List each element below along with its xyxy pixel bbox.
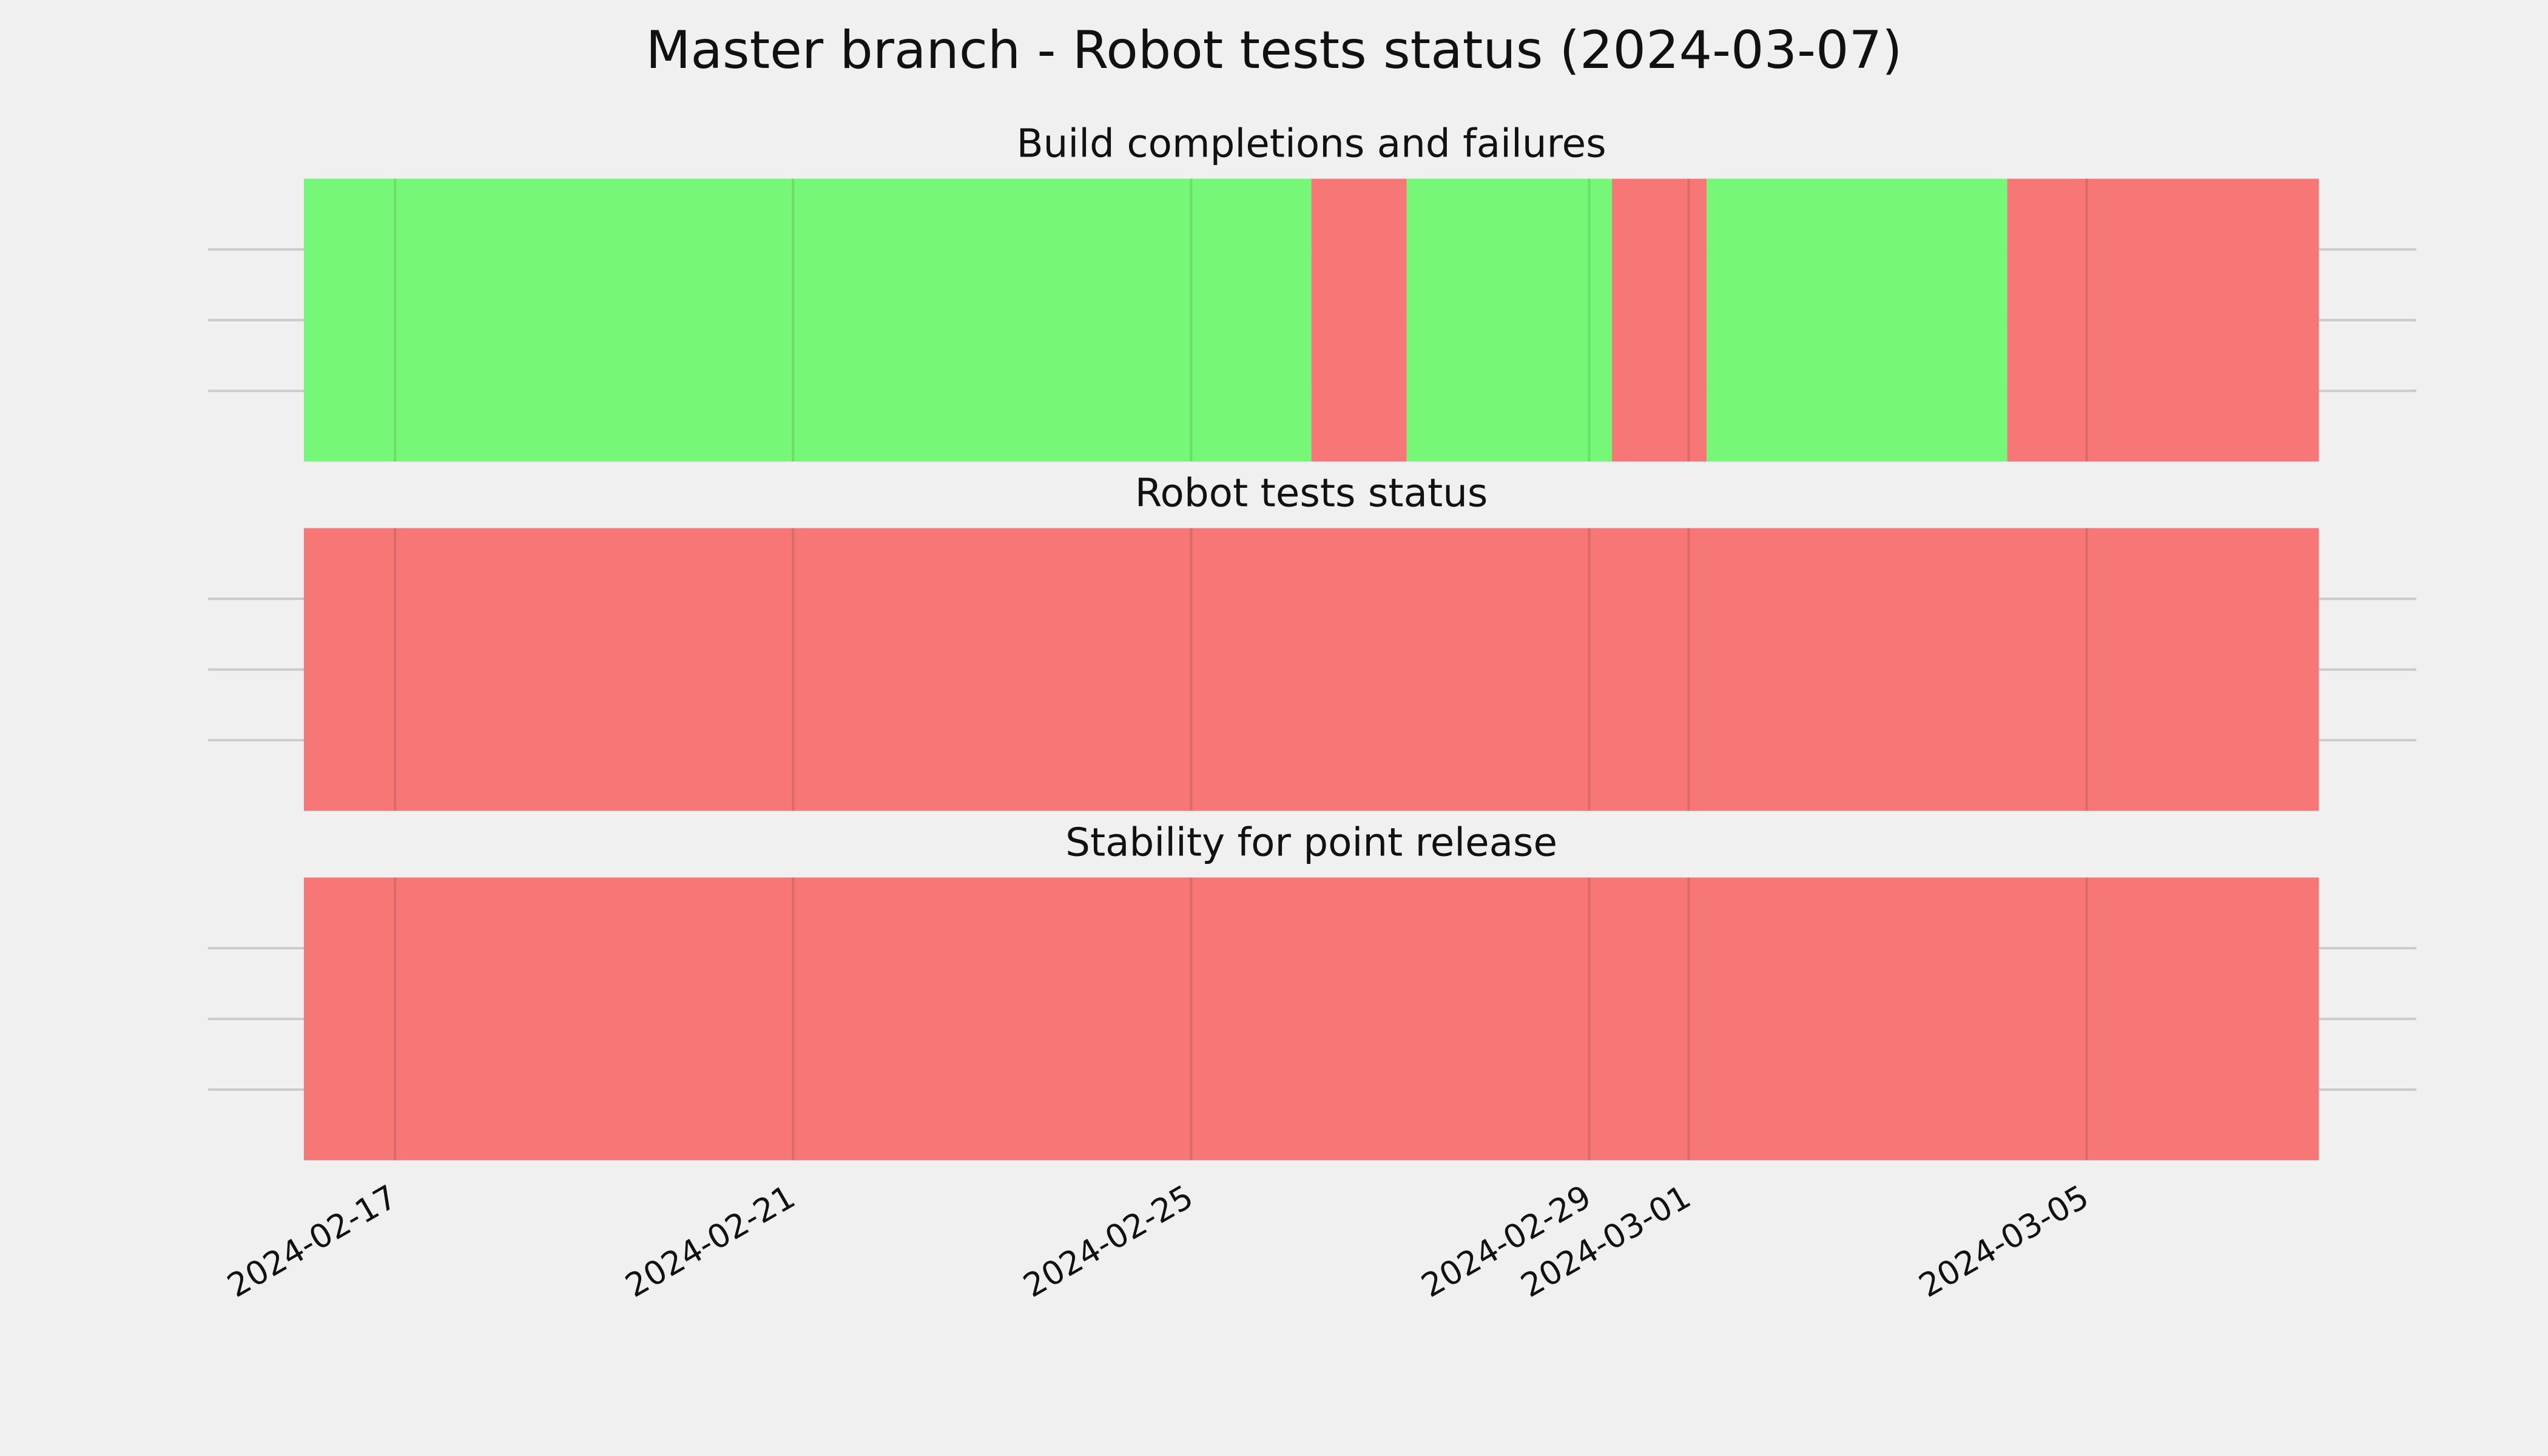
status-segment <box>2007 178 2319 462</box>
status-segment <box>303 877 2319 1161</box>
panel-title: Build completions and failures <box>1017 121 1606 167</box>
status-segment <box>1707 178 2007 462</box>
status-segment <box>1406 178 1613 462</box>
status-segment <box>303 528 2319 811</box>
chart-title: Master branch - Robot tests status (2024… <box>645 20 1902 81</box>
panel-title: Robot tests status <box>1135 471 1488 516</box>
status-segment <box>1612 178 1707 462</box>
status-segment <box>303 178 1312 462</box>
status-segment <box>1311 178 1407 462</box>
panel-title: Stability for point release <box>1065 820 1557 865</box>
